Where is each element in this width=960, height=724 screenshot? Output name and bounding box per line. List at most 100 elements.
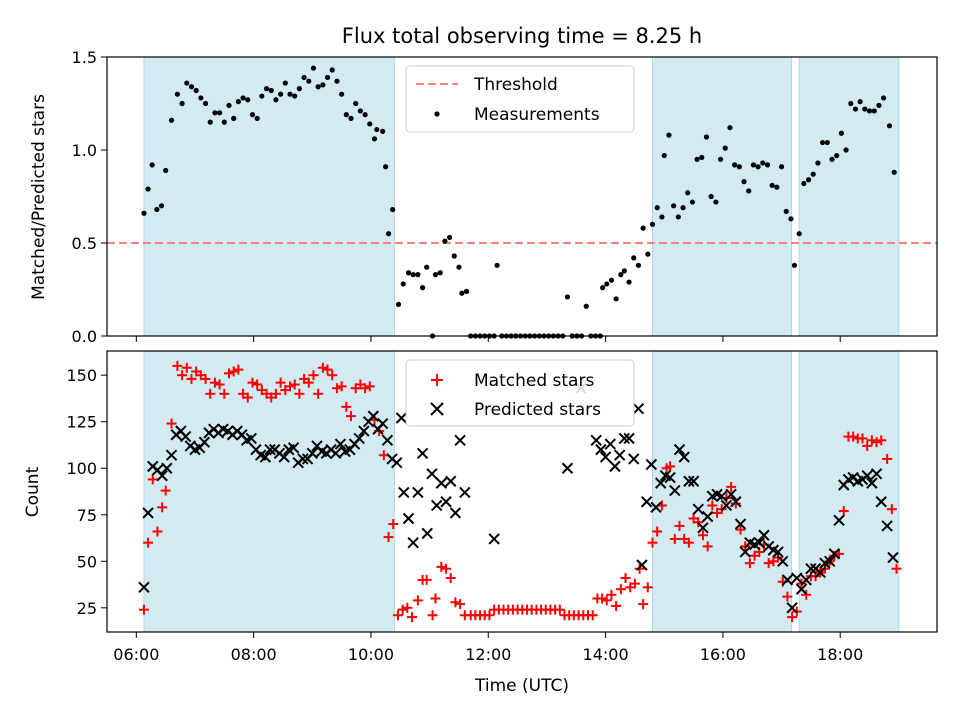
bottom-y-ticks: 25 50 75 100 125 150 <box>66 366 107 618</box>
measurement-point <box>810 171 816 177</box>
matched-star-point <box>782 591 793 602</box>
measurement-point <box>689 199 695 205</box>
matched-star-point <box>450 597 461 608</box>
measurement-point <box>324 74 331 81</box>
x-tick-label: 18:00 <box>817 645 863 664</box>
matched-star-point <box>702 541 713 552</box>
predicted-star-point <box>297 453 309 465</box>
predicted-star-point <box>777 555 789 567</box>
matched-star-point <box>360 383 371 394</box>
predicted-star-point <box>833 514 845 527</box>
measurement-point <box>760 160 766 166</box>
measurement-point <box>362 112 368 118</box>
x-tick-label: 06:00 <box>113 645 159 664</box>
bottom-shaded-interval <box>798 350 900 633</box>
matched-star-point <box>629 578 640 589</box>
measurement-point <box>618 272 624 278</box>
top-shaded-interval <box>143 56 395 337</box>
matched-star-point <box>455 599 466 610</box>
matched-star-point <box>214 379 225 390</box>
predicted-star-point <box>449 507 462 519</box>
matched-star-point <box>160 485 171 496</box>
predicted-star-point <box>179 430 192 443</box>
measurement-point <box>184 80 190 86</box>
matched-star-point <box>275 377 286 388</box>
measurement-point <box>329 67 335 73</box>
matched-star-point <box>866 435 877 446</box>
measurement-point <box>212 110 218 116</box>
measurement-point <box>437 270 443 276</box>
matched-star-point <box>331 383 342 394</box>
measurement-point <box>796 231 802 237</box>
matched-star-point <box>441 563 452 574</box>
matched-star-point <box>674 520 685 531</box>
matched-star-point <box>554 604 565 615</box>
legend-matched-swatch <box>431 374 443 386</box>
measurement-point <box>635 262 642 268</box>
measurement-point <box>149 162 155 168</box>
measurement-point <box>198 95 204 101</box>
predicted-star-point <box>604 438 616 450</box>
matched-star-point <box>313 388 324 399</box>
predicted-star-point <box>645 458 658 471</box>
legend-threshold-label: Threshold <box>473 75 558 95</box>
measurement-point <box>339 91 345 97</box>
predicted-star-point <box>488 533 500 545</box>
matched-star-point <box>891 563 902 574</box>
measurement-point <box>613 296 619 302</box>
matched-star-point <box>303 377 314 388</box>
measurement-point <box>862 106 868 112</box>
predicted-star-point <box>734 518 747 530</box>
top-y-tick-label: 0.5 <box>72 234 97 253</box>
predicted-star-point <box>861 469 873 482</box>
measurement-point <box>838 130 844 136</box>
matched-star-point <box>407 612 418 623</box>
predicted-star-point <box>358 425 370 437</box>
top-y-tick-label: 0.0 <box>72 327 97 346</box>
bottom-panel: 25 50 75 100 125 150 06:00 08:00 10:00 12:00 14:0… <box>23 350 938 696</box>
measurement-point <box>451 253 457 259</box>
matched-star-point <box>402 602 413 613</box>
matched-star-point <box>289 379 300 390</box>
predicted-star-point <box>165 449 178 461</box>
predicted-star-point <box>692 503 704 515</box>
matched-star-point <box>317 362 328 373</box>
matched-star-point <box>829 550 840 561</box>
predicted-star-point <box>590 434 602 447</box>
measurement-point <box>367 121 373 127</box>
measurement-point <box>661 152 667 159</box>
predicted-star-point <box>142 507 154 519</box>
matched-star-point <box>421 574 432 585</box>
matched-star-point <box>327 370 338 381</box>
matched-star-point <box>308 370 319 381</box>
matched-star-point <box>763 558 774 569</box>
predicted-star-point <box>398 486 410 499</box>
measurement-point <box>631 255 637 261</box>
matched-star-point <box>871 437 882 448</box>
predicted-star-point <box>402 512 415 525</box>
measurement-points <box>141 65 897 339</box>
measurement-point <box>145 186 151 192</box>
predicted-star-point <box>412 486 424 499</box>
measurement-point <box>179 100 185 107</box>
matched-star-point <box>224 368 235 379</box>
bottom-legend-box <box>405 359 635 427</box>
matched-star-point <box>294 388 305 399</box>
measurement-point <box>296 86 302 92</box>
measurement-point <box>871 108 877 114</box>
predicted-star-point <box>459 486 471 499</box>
x-tick-label: 10:00 <box>348 645 394 664</box>
measurement-point <box>755 164 761 170</box>
measurement-point <box>348 115 354 121</box>
matched-star-point <box>436 561 447 572</box>
predicted-star-point <box>823 555 836 567</box>
matched-star-point <box>730 498 741 509</box>
top-legend: Threshold Measurements <box>405 65 635 133</box>
x-axis-label: Time (UTC) <box>474 676 569 696</box>
measurement-point <box>717 156 724 162</box>
matched-star-point <box>787 612 798 623</box>
matched-star-point <box>412 595 423 606</box>
predicted-star-point <box>887 551 899 564</box>
predicted-star-point <box>791 572 803 584</box>
measurement-point <box>608 277 615 283</box>
